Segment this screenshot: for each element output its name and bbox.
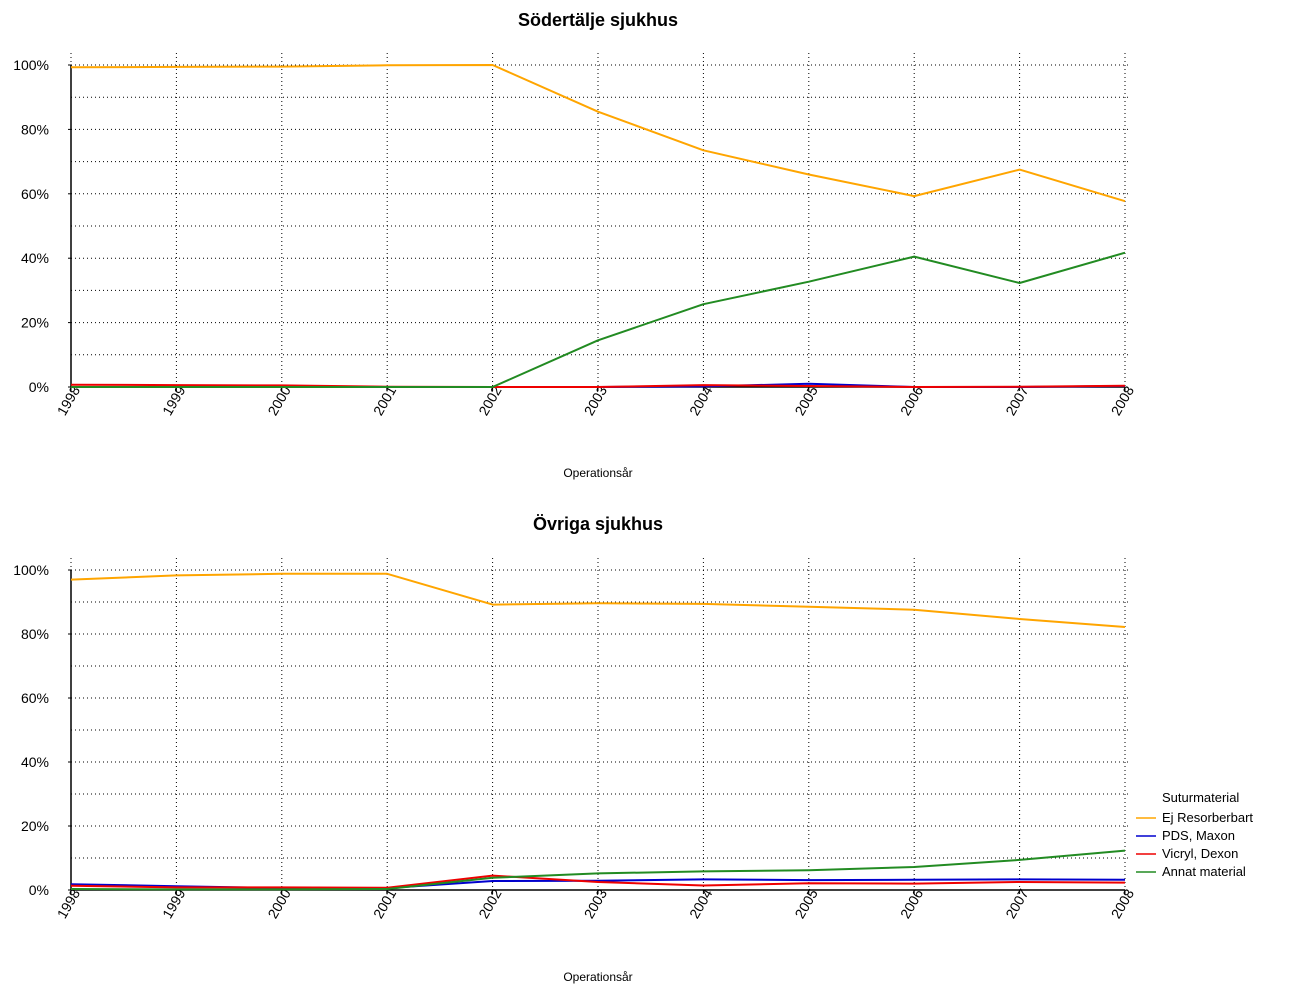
chart-panel-2: Övriga sjukhus 0% 20% 40% 60% 80% 100% 1998 1999… [13, 514, 1253, 984]
legend-item-label: Annat material [1162, 864, 1246, 879]
x-tick-label: 1999 [159, 383, 189, 418]
y-tick-label: 0% [29, 882, 49, 898]
x-tick-label: 1998 [54, 383, 84, 418]
legend-item-label: Vicryl, Dexon [1162, 846, 1238, 861]
series-line-ej-resorberbart [70, 572, 1126, 628]
legend: Suturmaterial Ej Resorberbart PDS, Maxon Vi… [1136, 790, 1253, 879]
x-tick-label: 2003 [581, 886, 611, 921]
legend-item-label: Ej Resorberbart [1162, 810, 1253, 825]
series-line-vicryl-dexon [70, 874, 1126, 889]
x-tick-label: 2008 [1108, 383, 1138, 418]
y-tick-label: 60% [21, 690, 49, 706]
y-tick-label: 60% [21, 186, 49, 202]
x-tick-label: 2002 [475, 383, 505, 418]
y-tick-label: 100% [13, 562, 49, 578]
x-tick-label: 2007 [1002, 383, 1032, 418]
x-axis-label: Operationsår [563, 466, 632, 480]
x-tick-label: 2002 [475, 886, 505, 921]
x-tick-label: 2004 [686, 886, 716, 921]
y-tick-label: 80% [21, 121, 49, 137]
x-tick-label: 2001 [370, 886, 400, 921]
y-tick-label: 100% [13, 57, 49, 73]
y-tick-label: 80% [21, 626, 49, 642]
x-tick-label: 2003 [581, 383, 611, 418]
x-tick-label: 2008 [1108, 886, 1138, 921]
y-tick-label: 40% [21, 754, 49, 770]
x-tick-label: 2006 [897, 383, 927, 418]
chart-title: Södertälje sjukhus [518, 10, 678, 30]
chart-panel-1: Södertälje sjukhus 0% 20% 40% 60% 80% 100% 1998… [13, 10, 1137, 480]
series-line-vicryl-dexon [70, 383, 1126, 388]
x-tick-label: 2004 [686, 383, 716, 418]
x-tick-label: 1998 [54, 886, 84, 921]
x-tick-label: 2001 [370, 383, 400, 418]
y-tick-label: 20% [21, 818, 49, 834]
legend-title: Suturmaterial [1162, 790, 1239, 805]
x-tick-label: 1999 [159, 886, 189, 921]
y-tick-label: 40% [21, 250, 49, 266]
series-line-annat-material [70, 849, 1126, 891]
x-tick-label: 2000 [264, 383, 294, 418]
series-line-ej-resorberbart [70, 64, 1126, 203]
x-tick-label: 2007 [1002, 886, 1032, 921]
x-axis-label: Operationsår [563, 970, 632, 984]
x-tick-label: 2000 [264, 886, 294, 921]
x-tick-label: 2005 [791, 886, 821, 921]
series-line-annat-material [71, 251, 1126, 388]
chart-title: Övriga sjukhus [533, 514, 663, 534]
y-tick-label: 20% [21, 315, 49, 331]
x-tick-label: 2006 [897, 886, 927, 921]
x-tick-label: 2005 [791, 383, 821, 418]
legend-item-label: PDS, Maxon [1162, 828, 1235, 843]
y-tick-label: 0% [29, 379, 49, 395]
